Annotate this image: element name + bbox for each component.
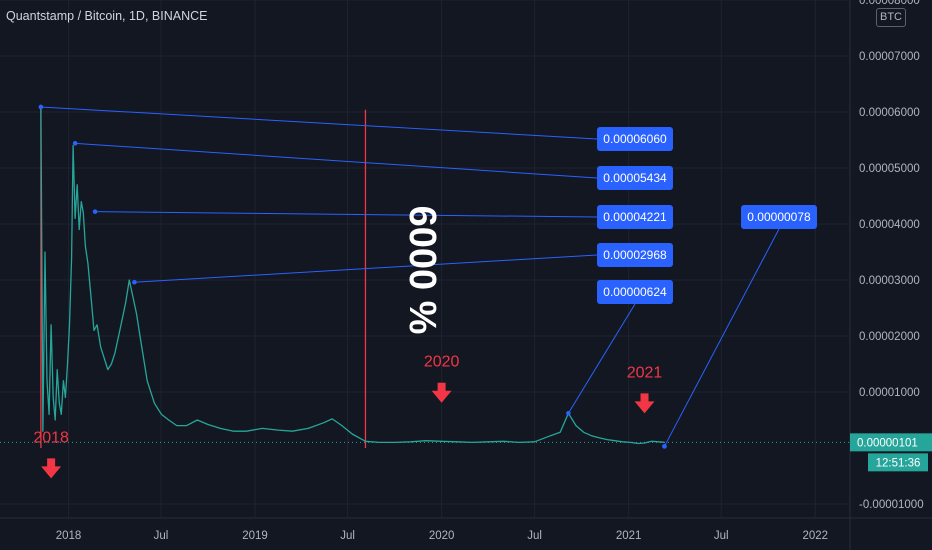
trend-line (40, 106, 598, 140)
current-price-tag: 0.00000101 12:51:36 (0, 433, 932, 472)
price-label[interactable]: 0.00002968 (597, 243, 673, 267)
x-tick-label: 2019 (242, 530, 268, 542)
y-tick-label: 0.00003000 (859, 275, 920, 287)
y-tick-label: 0.00008000 (859, 0, 920, 7)
countdown-value: 12:51:36 (876, 457, 921, 469)
price-line (40, 106, 665, 445)
price-label[interactable]: 0.00004221 (597, 205, 673, 229)
x-tick-label: Jul (527, 530, 542, 542)
trend-anchor-dot (132, 279, 137, 285)
trend-line (567, 303, 636, 414)
price-label-text: 0.00004221 (603, 210, 667, 224)
trend-anchor-dot (566, 410, 571, 416)
trend-line (95, 211, 598, 218)
price-label[interactable]: 0.00006060 (597, 127, 673, 151)
countdown-box (868, 453, 928, 472)
year-annotation: 2020 (424, 354, 460, 403)
current-price-box (850, 433, 932, 452)
price-label-text: 0.00006060 (603, 132, 667, 146)
trend-anchor-dot (92, 209, 98, 214)
trend-anchor-dot (72, 141, 78, 146)
price-label-box (597, 166, 673, 190)
down-arrow-icon (634, 393, 655, 414)
price-annotations[interactable]: 0.00006060 0.00005434 0.00004221 0.00002968… (38, 104, 817, 449)
price-label-text: 0.00005434 (603, 171, 667, 185)
price-label-box (741, 205, 817, 229)
y-tick-label: 0.00004000 (859, 219, 920, 231)
trend-anchor-dot (662, 444, 667, 449)
y-tick-label: 0.00007000 (859, 51, 920, 63)
price-label-text: 0.00002968 (603, 248, 667, 262)
x-tick-label: 2020 (429, 530, 455, 542)
x-tick-label: Jul (714, 530, 729, 542)
year-label: 2018 (33, 429, 69, 446)
percent-annotation: 6000 % (401, 206, 443, 335)
y-tick-label: -0.00001000 (859, 499, 924, 511)
x-tick-label: 2021 (616, 530, 642, 542)
y-tick-label: 0.00002000 (859, 331, 920, 343)
y-tick-label: 0.00006000 (859, 107, 920, 119)
price-label-text: 0.00000624 (603, 285, 667, 299)
year-label: 2021 (627, 364, 663, 381)
trend-line (664, 228, 780, 447)
currency-badge[interactable]: BTC (876, 8, 906, 27)
down-arrow-icon (431, 382, 452, 403)
price-label[interactable]: 0.00000078 (741, 205, 817, 229)
price-label-box (597, 243, 673, 267)
x-tick-label: 2022 (802, 530, 828, 542)
trend-anchor-dot (38, 104, 44, 110)
x-tick-label: Jul (154, 530, 169, 542)
time-axis[interactable]: 2018 Jul 2019 Jul 2020 Jul 2021 Jul 2022 (56, 530, 828, 542)
price-axis[interactable]: 0.00008000 0.00007000 0.00006000 0.00005000… (859, 0, 924, 511)
price-label-box (597, 205, 673, 229)
year-annotation: 2021 (627, 364, 663, 414)
y-tick-label: 0.00005000 (859, 163, 920, 175)
price-series (40, 106, 665, 445)
percent-label: 6000 % (401, 206, 443, 335)
trend-line (75, 142, 598, 179)
y-tick-label: 0.00001000 (859, 387, 920, 399)
price-label[interactable]: 0.00005434 (597, 166, 673, 190)
down-arrow-icon (41, 458, 62, 479)
chart-title: Quantstamp / Bitcoin, 1D, BINANCE (6, 9, 208, 23)
price-label[interactable]: 0.00000624 (597, 280, 673, 304)
price-label-box (597, 127, 673, 151)
year-label: 2020 (424, 354, 460, 371)
x-tick-label: 2018 (56, 530, 82, 542)
current-price-value: 0.00000101 (857, 437, 918, 449)
x-tick-label: Jul (340, 530, 355, 542)
price-label-text: 0.00000078 (747, 210, 811, 224)
price-label-box (597, 280, 673, 304)
trend-line (134, 254, 598, 283)
